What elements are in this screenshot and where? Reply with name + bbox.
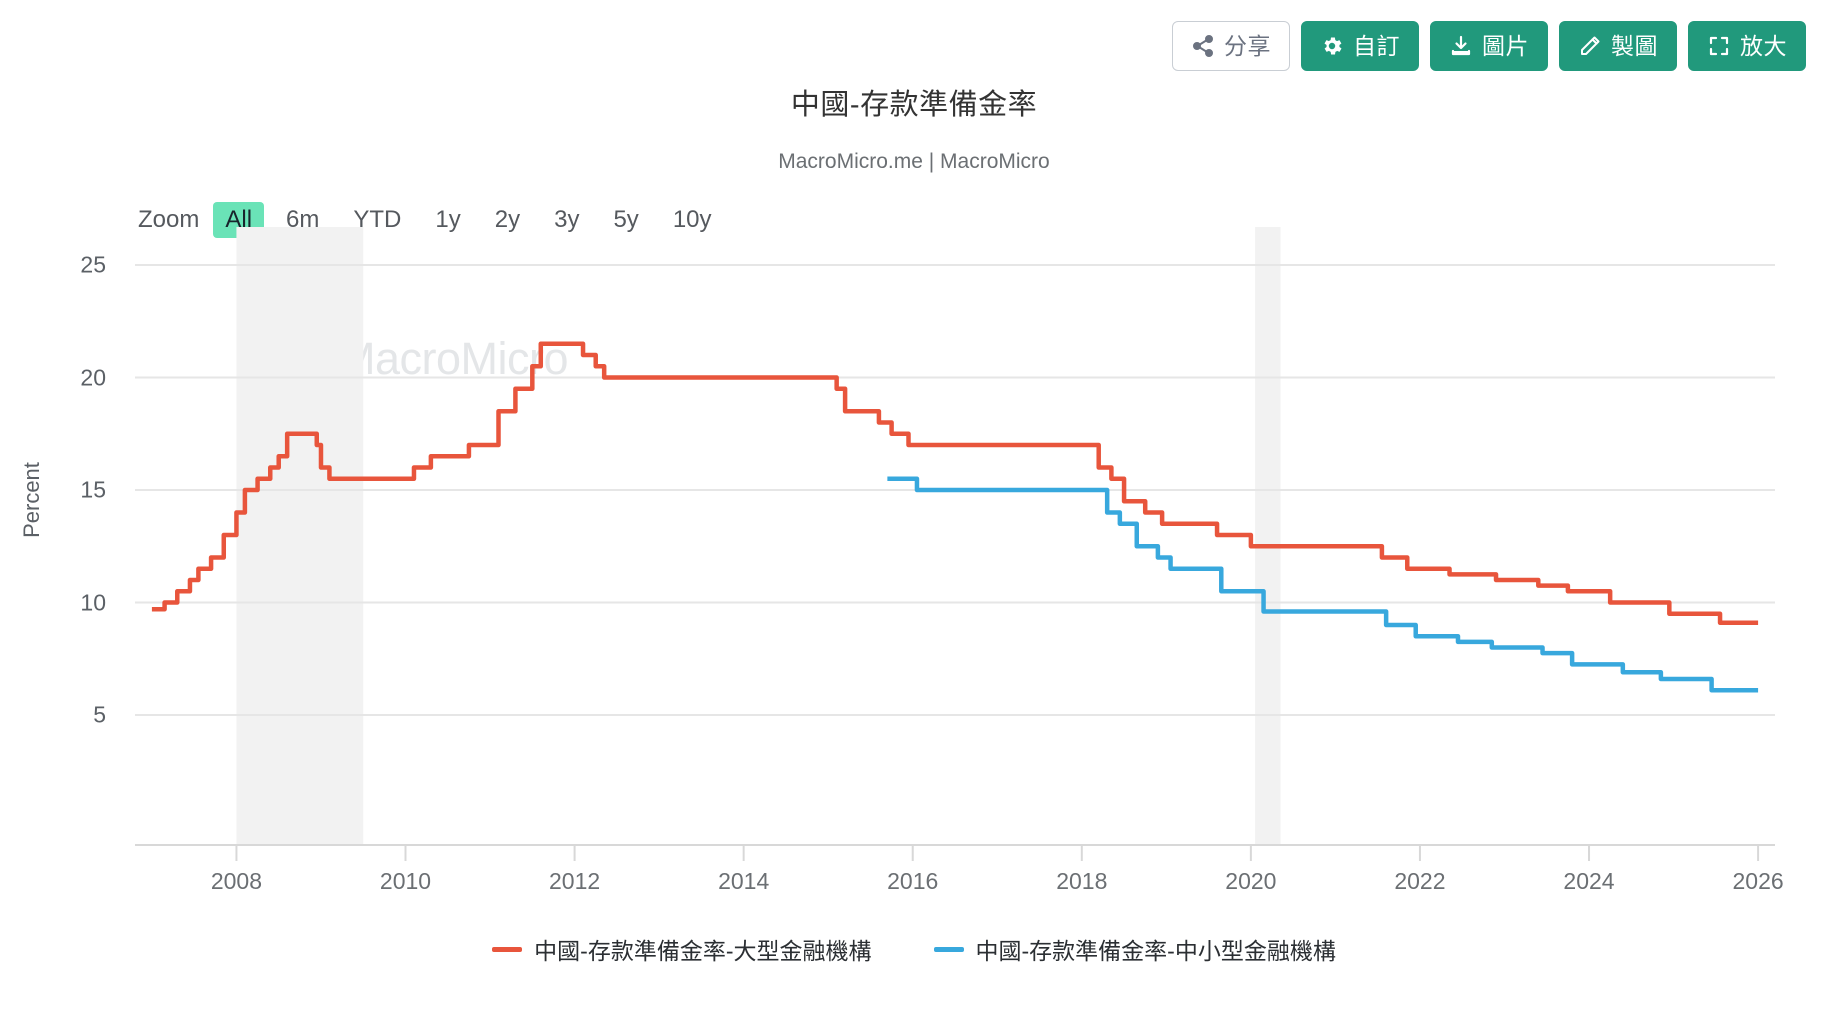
y-tick-label: 10: [80, 589, 106, 615]
draw-button-label: 製圖: [1611, 32, 1658, 59]
y-tick-label: 5: [93, 701, 106, 728]
gear-icon: [1320, 34, 1344, 58]
x-tick-label: 2016: [887, 868, 939, 894]
watermark-text: MacroMicro: [338, 333, 569, 384]
y-tick-label: 25: [80, 251, 106, 278]
legend-label-small: 中國-存款準備金率-中小型金融機構: [975, 938, 1336, 964]
download-image-button-label: 圖片: [1482, 32, 1529, 59]
x-tick-label: 2018: [1056, 868, 1108, 894]
recession-band: [236, 227, 364, 845]
x-tick-label: 2010: [379, 868, 432, 894]
x-tick-label: 2012: [548, 868, 601, 894]
legend-item-small-institutions[interactable]: 中國-存款準備金率-中小型金融機構: [933, 932, 1336, 966]
recession-band: [1255, 227, 1281, 845]
zoom-option-5y[interactable]: 5y: [613, 206, 639, 233]
legend-label-large: 中國-存款準備金率-大型金融機構: [534, 938, 872, 964]
legend-swatch-large: [492, 946, 523, 952]
zoom-option-2y[interactable]: 2y: [494, 206, 521, 233]
download-image-button[interactable]: 圖片: [1430, 21, 1548, 71]
chart-subtitle: MacroMicro.me | MacroMicro: [778, 150, 1050, 173]
share-button-label: 分享: [1224, 32, 1271, 59]
x-tick-label: 2020: [1225, 868, 1277, 894]
zoom-option-all[interactable]: All: [213, 202, 265, 238]
x-tick-label: 2026: [1732, 868, 1784, 894]
share-button[interactable]: 分享: [1172, 21, 1290, 71]
chart-legend: 中國-存款準備金率-大型金融機構 中國-存款準備金率-中小型金融機構: [0, 932, 1828, 966]
zoom-option-6m[interactable]: 6m: [286, 206, 320, 233]
x-tick-label: 2014: [718, 868, 770, 894]
zoom-option-1y[interactable]: 1y: [435, 206, 461, 233]
macromicro-logo-icon: [248, 323, 320, 395]
zoom-label: Zoom: [138, 206, 200, 233]
fullscreen-button[interactable]: 放大: [1688, 21, 1806, 71]
series-line-1: [887, 476, 1759, 693]
legend-swatch-small: [933, 946, 964, 952]
legend-item-large-institutions[interactable]: 中國-存款準備金率-大型金融機構: [492, 932, 872, 966]
expand-icon: [1707, 34, 1731, 58]
x-tick-label: 2024: [1563, 868, 1615, 894]
chart-toolbar: 分享 自訂 圖片 製圖: [1172, 21, 1806, 71]
y-axis-title: Percent: [19, 462, 44, 538]
customize-button[interactable]: 自訂: [1301, 21, 1419, 71]
zoom-option-ytd[interactable]: YTD: [353, 206, 402, 233]
share-icon: [1191, 34, 1215, 58]
y-tick-label: 20: [80, 364, 106, 390]
draw-button[interactable]: 製圖: [1559, 21, 1677, 71]
fullscreen-button-label: 放大: [1740, 32, 1787, 59]
pencil-icon: [1578, 34, 1602, 58]
x-tick-label: 2022: [1394, 868, 1446, 894]
download-icon: [1449, 34, 1473, 58]
chart-title: 中國-存款準備金率: [790, 89, 1038, 121]
macromicro-watermark: MacroMicro: [248, 323, 569, 395]
zoom-range-selector: Zoom All 6m YTD 1y 2y 3y 5y 10y: [138, 202, 734, 238]
x-tick-label: 2008: [210, 868, 263, 894]
y-tick-label: 15: [80, 476, 106, 503]
customize-button-label: 自訂: [1353, 32, 1400, 59]
zoom-option-10y[interactable]: 10y: [672, 206, 712, 233]
zoom-option-3y[interactable]: 3y: [554, 206, 580, 233]
